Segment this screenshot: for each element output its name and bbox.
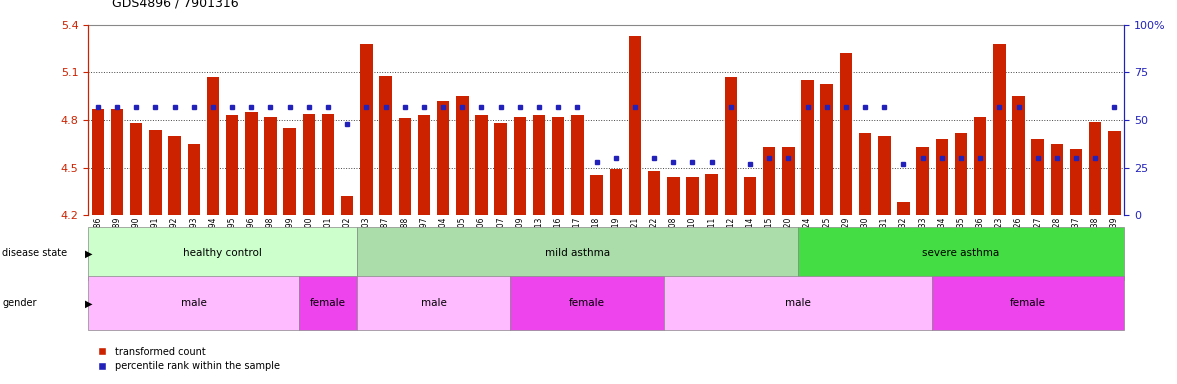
Bar xyxy=(187,144,200,215)
Text: ▶: ▶ xyxy=(85,298,92,308)
Bar xyxy=(476,115,487,215)
Text: female: female xyxy=(568,298,605,308)
Bar xyxy=(686,177,699,215)
Bar xyxy=(629,36,641,215)
Bar xyxy=(802,80,813,215)
Bar xyxy=(610,169,621,215)
Bar xyxy=(1089,122,1102,215)
Text: female: female xyxy=(310,298,346,308)
Bar xyxy=(917,147,929,215)
Bar xyxy=(763,147,776,215)
Bar xyxy=(744,177,757,215)
Bar xyxy=(226,115,239,215)
Text: GDS4896 / 7901316: GDS4896 / 7901316 xyxy=(112,0,239,10)
Text: mild asthma: mild asthma xyxy=(545,248,610,258)
Bar xyxy=(552,117,565,215)
Bar xyxy=(455,96,468,215)
Bar xyxy=(667,177,679,215)
Bar xyxy=(437,101,450,215)
Bar xyxy=(783,147,794,215)
Bar xyxy=(513,117,526,215)
Bar xyxy=(111,109,124,215)
Bar xyxy=(533,115,545,215)
Bar xyxy=(647,170,660,215)
Legend: transformed count, percentile rank within the sample: transformed count, percentile rank withi… xyxy=(93,343,284,375)
Bar xyxy=(820,84,833,215)
Bar xyxy=(591,175,603,215)
Bar xyxy=(265,117,277,215)
Bar xyxy=(878,136,891,215)
Bar xyxy=(341,196,353,215)
Bar xyxy=(897,202,910,215)
Text: male: male xyxy=(181,298,207,308)
Bar xyxy=(571,115,584,215)
Bar xyxy=(321,114,334,215)
Bar xyxy=(245,112,258,215)
Text: disease state: disease state xyxy=(2,248,67,258)
Bar xyxy=(399,118,411,215)
Bar xyxy=(168,136,181,215)
Bar xyxy=(936,139,947,215)
Bar xyxy=(360,44,373,215)
Bar xyxy=(494,123,507,215)
Bar xyxy=(705,174,718,215)
Text: severe asthma: severe asthma xyxy=(923,248,999,258)
Bar xyxy=(284,128,295,215)
Text: male: male xyxy=(785,298,811,308)
Bar xyxy=(207,77,219,215)
Text: female: female xyxy=(1010,298,1046,308)
Bar xyxy=(993,44,1005,215)
Bar xyxy=(725,77,737,215)
Bar xyxy=(1012,96,1025,215)
Bar xyxy=(418,115,430,215)
Bar xyxy=(1070,149,1083,215)
Bar xyxy=(1051,144,1063,215)
Bar xyxy=(859,133,871,215)
Text: ▶: ▶ xyxy=(85,248,92,258)
Bar xyxy=(973,117,986,215)
Bar xyxy=(129,123,142,215)
Bar xyxy=(1031,139,1044,215)
Text: male: male xyxy=(420,298,446,308)
Bar xyxy=(302,114,315,215)
Bar xyxy=(379,76,392,215)
Text: healthy control: healthy control xyxy=(184,248,262,258)
Bar xyxy=(92,109,104,215)
Bar xyxy=(149,129,161,215)
Bar xyxy=(1109,131,1121,215)
Text: gender: gender xyxy=(2,298,36,308)
Bar xyxy=(955,133,967,215)
Bar xyxy=(839,53,852,215)
